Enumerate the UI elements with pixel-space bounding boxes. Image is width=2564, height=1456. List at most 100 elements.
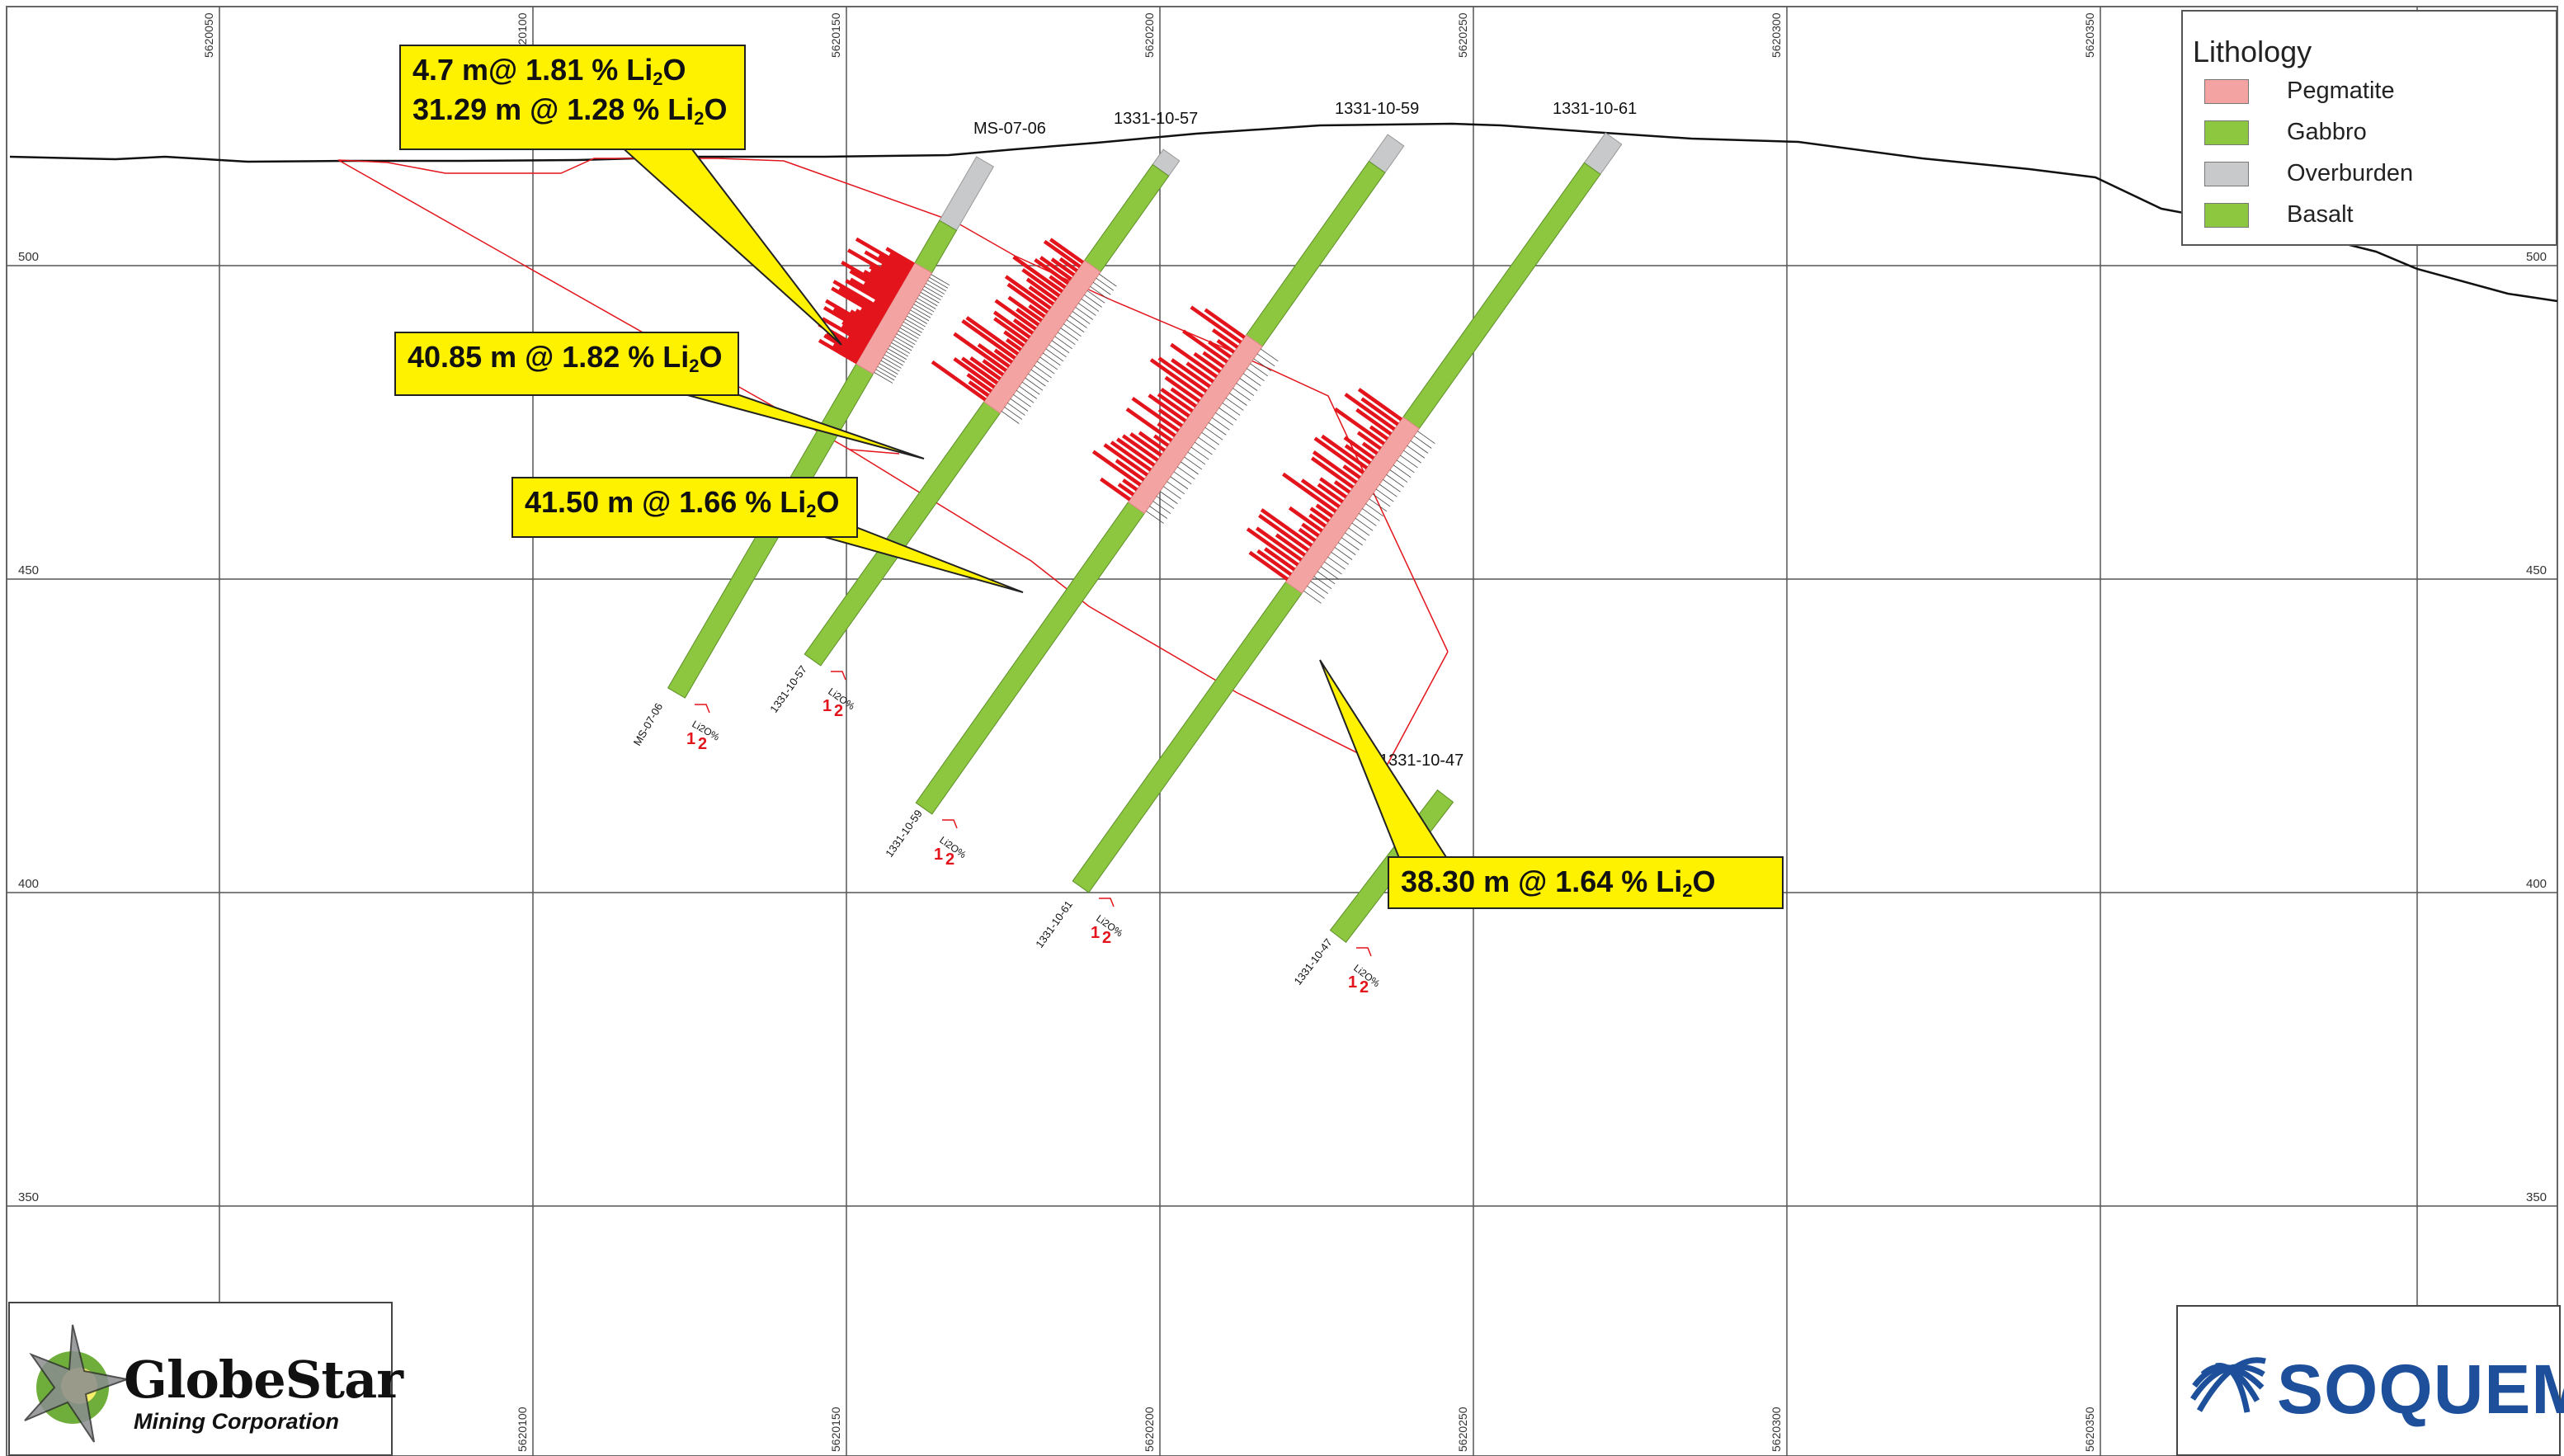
assay-bar	[855, 237, 912, 272]
assay-bar	[1116, 437, 1156, 467]
callout-line-1: 4.7 m@ 1.81 % Li2O	[412, 53, 686, 89]
assay-bar	[832, 343, 860, 361]
sample-interval-tick	[1170, 476, 1189, 490]
sample-interval-tick	[1042, 352, 1061, 366]
easting-label: 5620350	[2083, 12, 2096, 58]
assay-bar	[1344, 393, 1396, 431]
sample-interval-tick	[1372, 493, 1391, 507]
assay-bar	[870, 269, 902, 290]
sample-interval-tick	[1092, 281, 1111, 295]
assay-bar	[1157, 393, 1190, 418]
assay-bar	[1317, 483, 1344, 504]
sample-interval-tick	[1004, 407, 1023, 420]
assay-bar	[845, 279, 891, 308]
sample-interval-tick	[1081, 299, 1100, 312]
globestar-subtitle: Mining Corporation	[134, 1409, 339, 1434]
assay-bar	[863, 269, 900, 293]
sample-interval-tick	[1403, 450, 1421, 464]
elevation-label-right: 350	[2526, 1190, 2547, 1204]
sample-interval-tick	[917, 298, 936, 309]
assay-bar	[1012, 255, 1063, 294]
sample-interval-tick	[918, 294, 938, 307]
sample-interval-tick	[1327, 556, 1346, 570]
sample-interval-tick	[1337, 542, 1356, 555]
sample-interval-tick	[1331, 551, 1350, 565]
sample-interval-tick	[1021, 381, 1040, 395]
sample-interval-tick	[1057, 332, 1076, 346]
topography-line	[9, 122, 2558, 303]
sample-interval-tick	[920, 291, 940, 304]
sample-interval-tick	[1320, 566, 1339, 580]
assay-bar	[953, 332, 1007, 373]
assay-bar	[1003, 330, 1025, 347]
sample-interval-tick	[1345, 532, 1363, 546]
assay-bar	[1310, 456, 1355, 489]
callout-line-2: 31.29 m @ 1.28 % Li2O	[412, 92, 728, 129]
elevation-label-left: 400	[18, 877, 39, 891]
assay-bar	[823, 333, 862, 359]
assay-bar	[1025, 277, 1058, 302]
assay-bar	[841, 324, 870, 344]
elevation-label-left: 500	[18, 250, 39, 264]
assay-bar	[1204, 308, 1246, 339]
assay-bar	[1028, 285, 1055, 306]
drillhole-collar-label: 1331-10-57	[1114, 110, 1198, 128]
intercept-callout-1331-10-59: 41.50 m @ 1.66 % Li2O	[511, 477, 858, 538]
assay-bar	[825, 299, 877, 332]
assay-bar	[1129, 432, 1162, 457]
sample-interval-tick	[1389, 469, 1408, 483]
assay-bar	[1160, 387, 1194, 413]
sample-interval-tick	[1066, 319, 1085, 332]
assay-bar	[1122, 478, 1138, 492]
sample-interval-tick	[1307, 586, 1325, 599]
sample-interval-tick	[1416, 431, 1435, 444]
sample-interval-tick	[904, 318, 924, 331]
sample-interval-tick	[1341, 537, 1360, 551]
sample-interval-tick	[1198, 436, 1216, 450]
sample-interval-tick	[1184, 456, 1203, 470]
soquem-name: SOQUEM	[2277, 1350, 2564, 1428]
grade-axis-tick-2: 2	[1102, 929, 1111, 947]
assay-bar	[1333, 480, 1351, 494]
assay-bar	[849, 269, 896, 299]
assay-bar	[1309, 507, 1331, 523]
assay-bar	[832, 307, 875, 335]
sample-interval-tick	[891, 342, 911, 354]
gabbro-swatch	[2204, 120, 2249, 145]
assay-bar	[1021, 268, 1061, 298]
assay-bar	[1039, 256, 1072, 281]
sample-interval-tick	[896, 333, 916, 346]
easting-label-bottom: 5620250	[1456, 1407, 1469, 1452]
sample-interval-tick	[875, 369, 895, 381]
sample-interval-tick	[1016, 389, 1035, 403]
assay-bar	[1334, 407, 1386, 445]
assay-bar	[931, 360, 987, 402]
drillhole-collar-label: 1331-10-61	[1553, 100, 1637, 118]
sample-interval-tick	[1049, 344, 1067, 358]
overburden-segment	[939, 156, 995, 231]
assay-bar	[1110, 441, 1152, 472]
sample-interval-tick	[1334, 547, 1353, 560]
assay-bar	[1115, 459, 1145, 482]
assay-bar	[1301, 522, 1320, 538]
legend-item-pegmatite: Pegmatite	[2204, 78, 2551, 106]
assay-bar	[1260, 508, 1313, 548]
easting-label: 5620050	[202, 12, 215, 58]
assay-bar	[1157, 422, 1176, 438]
drillhole-toe-label: 1331-10-57	[767, 663, 809, 715]
assay-bar	[1005, 337, 1022, 351]
assay-bar	[1300, 478, 1341, 509]
soquem-globe-icon	[2190, 1357, 2266, 1413]
sample-interval-tick	[1001, 411, 1020, 424]
sample-interval-tick	[1152, 501, 1171, 514]
assay-bar	[1246, 527, 1299, 567]
sample-interval-tick	[1013, 393, 1031, 408]
sample-interval-tick	[1190, 446, 1209, 460]
sample-interval-tick	[1218, 408, 1237, 421]
grade-axis-bracket	[831, 671, 846, 681]
legend-item-overburden: Overburden	[2204, 160, 2551, 188]
assay-bar	[1212, 328, 1239, 349]
elevation-label-right: 500	[2526, 250, 2547, 264]
sample-interval-tick	[1077, 303, 1096, 316]
assay-bar	[1275, 533, 1306, 557]
